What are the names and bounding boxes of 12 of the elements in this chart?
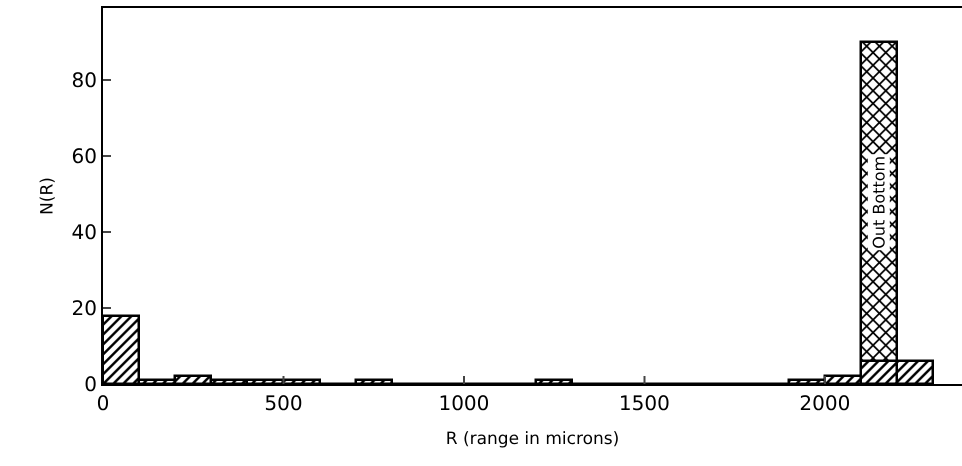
y-axis-title: N(R)	[38, 177, 58, 215]
y-tick-label: 80	[72, 68, 97, 92]
y-tick-label: 40	[72, 220, 97, 244]
x-tick-label: 2000	[799, 391, 850, 415]
y-tick-label: 0	[84, 372, 97, 396]
x-tick-label: 1500	[618, 391, 670, 415]
y-tick-label: 60	[72, 144, 97, 168]
x-axis-title: R (range in microns)	[446, 428, 620, 449]
y-tick-label: 20	[72, 296, 97, 320]
x-tick-label: 1000	[438, 391, 490, 415]
series-label: Out Bottom	[869, 156, 888, 249]
x-tick-label: 500	[264, 391, 303, 415]
